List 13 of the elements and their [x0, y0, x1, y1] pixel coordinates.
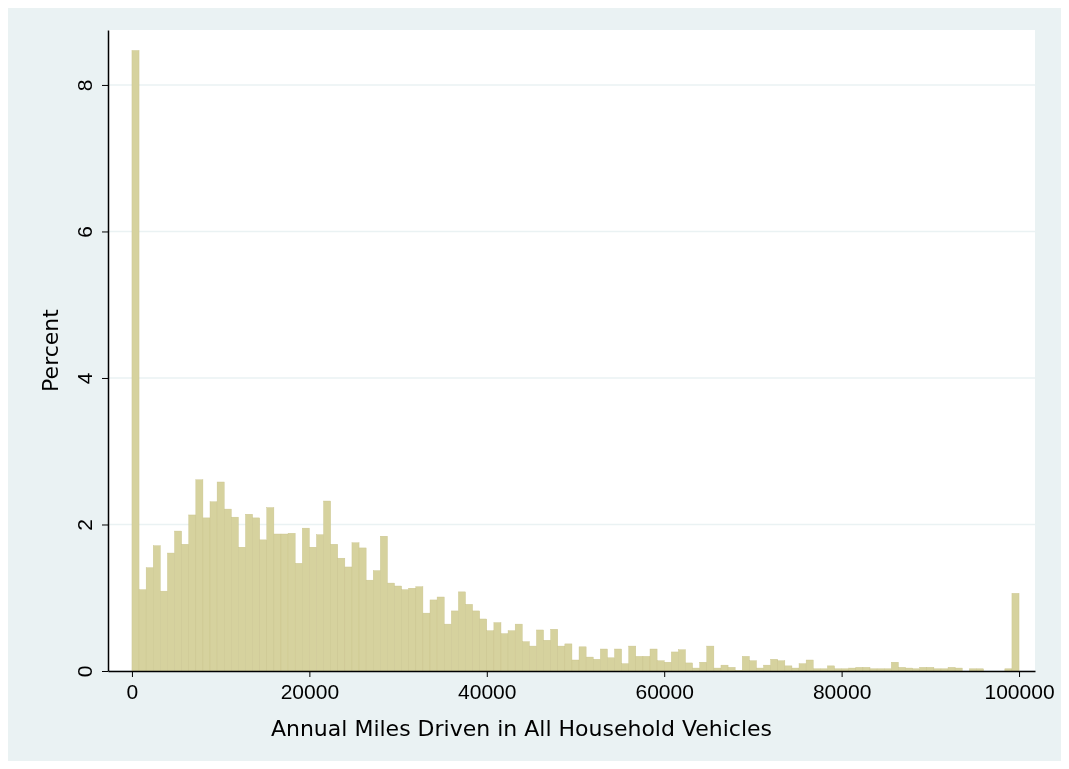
- y-tick-label: 4: [72, 372, 96, 385]
- y-axis-title: Percent: [38, 308, 63, 392]
- y-tick-label: 6: [72, 226, 96, 238]
- x-tick-label: 0: [126, 679, 139, 703]
- x-tick-label: 80000: [812, 679, 872, 703]
- x-axis-title: Annual Miles Driven in All Household Vehicles: [270, 716, 773, 741]
- x-tick-label: 40000: [458, 679, 517, 703]
- x-tick-label: 100000: [984, 679, 1055, 703]
- y-tick-label: 0: [72, 665, 96, 678]
- y-tick-label: 2: [72, 519, 96, 531]
- x-tick-label: 60000: [635, 679, 694, 703]
- y-tick-label: 8: [72, 79, 96, 92]
- x-tick-label: 20000: [280, 679, 340, 703]
